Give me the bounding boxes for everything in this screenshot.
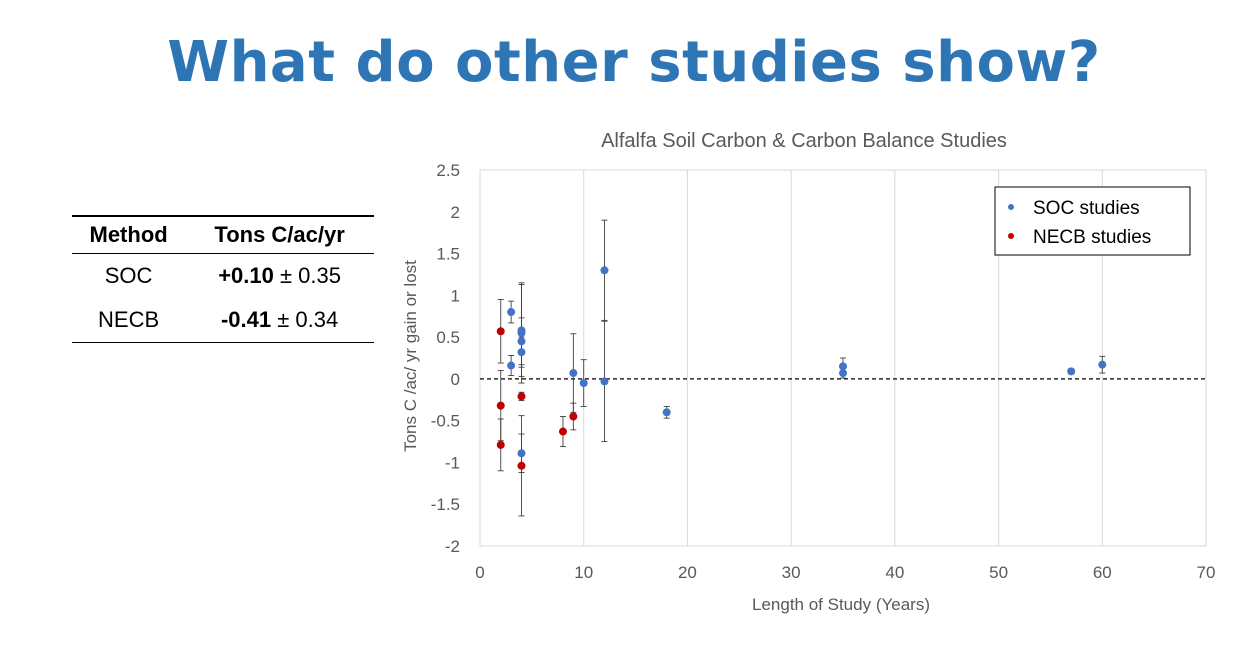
data-point: [579, 379, 588, 388]
slide-title: What do other studies show?: [167, 30, 1101, 95]
summary-header-row: Method Tons C/ac/yr: [72, 216, 374, 254]
row-value: -0.41: [220, 307, 272, 332]
x-tick-label: 40: [885, 563, 904, 582]
x-tick-label: 20: [678, 563, 697, 582]
y-tick-label: 1: [451, 286, 460, 305]
data-point: [1098, 360, 1107, 369]
legend-box: [994, 186, 1191, 256]
data-point: [517, 328, 526, 337]
row-error: ± 0.35: [273, 263, 341, 288]
data-point: [558, 427, 567, 436]
data-point: [517, 348, 526, 357]
data-point: [1067, 367, 1076, 376]
x-tick-label: 50: [989, 563, 1008, 582]
x-tick-label: 0: [475, 563, 484, 582]
data-point: [496, 327, 505, 336]
y-tick-label: -0.5: [431, 412, 460, 431]
x-tick-label: 10: [574, 563, 593, 582]
y-tick-label: 2: [451, 203, 460, 222]
legend-label: NECB studies: [1033, 227, 1151, 248]
x-axis-label: Length of Study (Years): [752, 595, 930, 614]
data-point: [662, 408, 671, 417]
y-tick-label: 2.5: [436, 161, 460, 180]
x-tick-label: 60: [1093, 563, 1112, 582]
table-row: SOC +0.10 ± 0.35: [72, 254, 374, 299]
row-value-cell: -0.41 ± 0.34: [185, 298, 374, 343]
row-method: NECB: [98, 307, 160, 332]
data-point: [507, 308, 516, 317]
legend-marker: [1008, 233, 1014, 239]
data-point: [517, 449, 526, 458]
data-point: [569, 369, 578, 378]
y-tick-label: 0.5: [436, 328, 460, 347]
row-error: ± 0.34: [271, 307, 339, 332]
y-tick-label: 0: [451, 370, 460, 389]
row-value: +0.10: [218, 263, 274, 288]
y-tick-label: -2: [445, 537, 460, 556]
chart-title: Alfalfa Soil Carbon & Carbon Balance Stu…: [601, 130, 1007, 152]
data-point: [496, 401, 505, 410]
data-point: [600, 266, 609, 275]
header-tons: Tons C/ac/yr: [214, 222, 345, 247]
row-method: SOC: [104, 263, 153, 288]
data-point: [839, 362, 847, 371]
summary-table: Method Tons C/ac/yr SOC +0.10 ± 0.35 NEC…: [72, 215, 374, 343]
x-tick-label: 30: [782, 563, 801, 582]
y-tick-label: -1.5: [431, 495, 460, 514]
legend-marker: [1008, 204, 1014, 210]
data-point: [569, 412, 578, 421]
data-point: [600, 377, 609, 386]
y-tick-label: -1: [445, 453, 460, 472]
data-point: [517, 461, 526, 470]
data-point: [496, 440, 505, 449]
header-method: Method: [89, 222, 168, 247]
legend-label: SOC studies: [1033, 198, 1140, 219]
x-tick-label: 70: [1197, 563, 1216, 582]
data-point: [517, 392, 526, 401]
y-tick-label: 1.5: [436, 245, 460, 264]
row-value-cell: +0.10 ± 0.35: [185, 254, 374, 299]
data-point: [839, 369, 847, 378]
y-axis-label: Tons C /ac/ yr gain or lost: [401, 260, 420, 452]
data-point: [507, 361, 516, 370]
table-row: NECB -0.41 ± 0.34: [72, 298, 374, 343]
data-point: [517, 337, 526, 346]
